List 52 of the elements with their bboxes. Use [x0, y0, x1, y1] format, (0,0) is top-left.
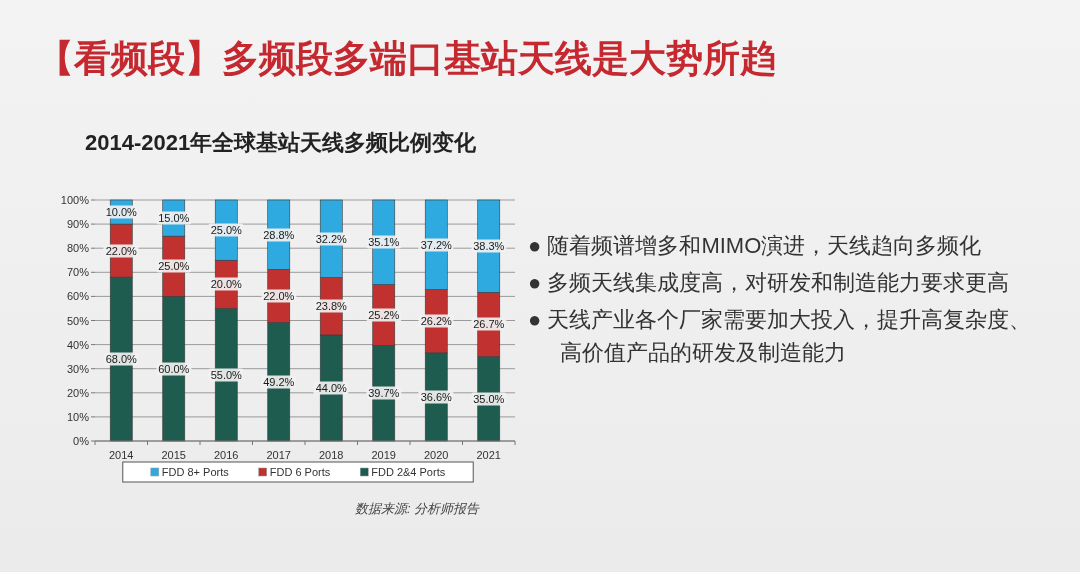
x-tick-label: 2019 [371, 449, 396, 461]
legend-label: FDD 8+ Ports [161, 466, 229, 478]
y-tick-label: 70% [66, 266, 90, 279]
y-tick-label: 90% [66, 218, 90, 231]
data-label: 22.0% [261, 289, 297, 303]
data-label: 35.1% [366, 235, 402, 249]
y-tick-label: 100% [60, 194, 90, 206]
legend-label: FDD 6 Ports [269, 466, 331, 478]
data-label: 49.2% [261, 375, 297, 389]
data-label: 26.2% [418, 314, 454, 328]
chart-title: 【看频段】多频段多端口基站天线是大势所趋 [37, 37, 777, 81]
y-tick-label: 0% [73, 435, 90, 447]
y-tick-label: 40% [66, 338, 90, 351]
data-label: 20.0% [208, 277, 244, 291]
y-tick-label: 30% [66, 362, 90, 375]
y-tick-label: 60% [66, 290, 90, 303]
text: ● 多频天线集成度高，对研发和制造能力要求更高 [528, 269, 1011, 297]
data-label: 10.0% [103, 205, 139, 219]
data-label: 25.2% [366, 308, 402, 322]
y-tick-label: 80% [66, 242, 90, 255]
x-tick-label: 2021 [476, 449, 501, 461]
y-tick-label: 20% [66, 386, 90, 399]
source-note: 数据来源: 分析师报告 [355, 500, 480, 518]
x-tick-label: 2020 [424, 449, 449, 461]
x-tick-label: 2018 [319, 449, 344, 461]
data-label: 32.2% [313, 232, 349, 246]
data-label: 68.0% [103, 352, 139, 366]
y-tick-label: 50% [66, 314, 90, 327]
data-label: 38.3% [471, 239, 507, 253]
data-label: 28.8% [261, 228, 297, 242]
y-tick-label: 10% [66, 410, 90, 423]
text: ● 随着频谱增多和MIMO演进，天线趋向多频化 [528, 232, 983, 260]
x-tick-label: 2014 [109, 449, 134, 461]
data-label: 22.0% [103, 244, 139, 258]
data-label: 23.8% [313, 299, 349, 313]
data-label: 37.2% [418, 238, 454, 252]
x-tick-label: 2016 [214, 449, 239, 461]
text: ● 天线产业各个厂家需要加大投入，提升高复杂度、高价值产品的研发及制造能力 [528, 306, 1033, 367]
data-label: 26.7% [471, 317, 507, 331]
data-label: 44.0% [313, 381, 349, 395]
data-label: 25.0% [156, 259, 192, 273]
x-tick-label: 2015 [161, 449, 186, 461]
data-label: 15.0% [156, 211, 192, 225]
data-label: 60.0% [156, 362, 192, 376]
legend-label: FDD 2&4 Ports [371, 466, 446, 478]
data-label: 36.6% [418, 390, 454, 404]
data-label: 25.0% [208, 223, 244, 237]
chart-subtitle: 2014-2021年全球基站天线多频比例变化 [85, 129, 477, 157]
data-label: 35.0% [471, 392, 507, 406]
x-tick-label: 2017 [266, 449, 291, 461]
data-label: 55.0% [208, 368, 244, 382]
data-label: 39.7% [366, 386, 402, 400]
